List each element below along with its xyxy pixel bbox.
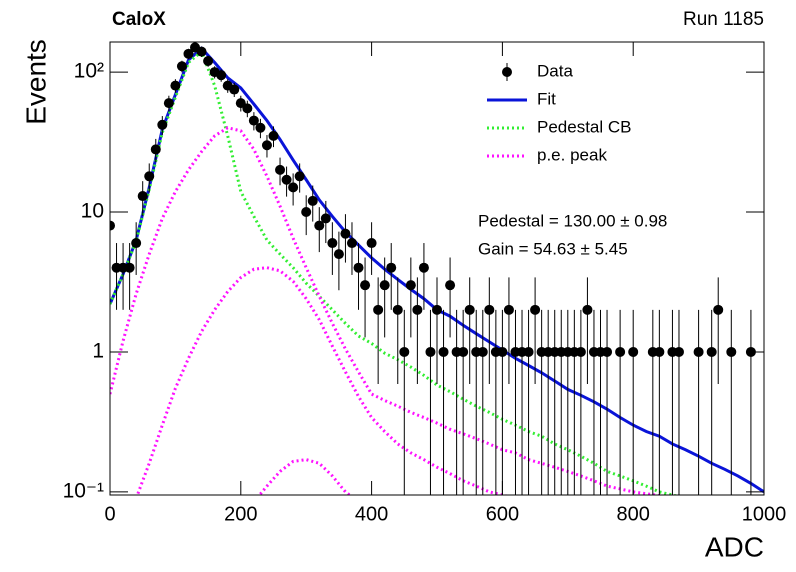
data-point <box>575 346 586 357</box>
data-point <box>503 304 514 315</box>
data-point <box>157 119 168 130</box>
data-point <box>131 238 142 249</box>
data-point <box>484 304 495 315</box>
data-point <box>346 238 357 249</box>
data-point <box>628 346 639 357</box>
data-point <box>713 304 724 315</box>
x-tick-label: 400 <box>355 503 388 525</box>
data-point <box>340 228 351 239</box>
frame <box>109 41 765 496</box>
data-point <box>203 55 214 66</box>
data-point <box>399 346 410 357</box>
data-point <box>170 80 181 91</box>
data-point <box>124 262 135 273</box>
data-point <box>693 346 704 357</box>
data-point <box>150 144 161 155</box>
data-point <box>176 61 187 72</box>
data-point <box>392 304 403 315</box>
data-point <box>706 346 717 357</box>
data-point <box>438 346 449 357</box>
fit-curve <box>110 49 679 495</box>
peak-curve <box>257 458 353 495</box>
data-point <box>268 130 279 141</box>
y-tick-label: 10 <box>81 200 104 223</box>
data-point <box>314 220 325 231</box>
data-point <box>216 70 227 81</box>
data-point <box>386 262 397 273</box>
data-point <box>418 262 429 273</box>
legend-label: Pedestal CB <box>537 117 632 136</box>
data-point <box>379 280 390 291</box>
data-point <box>248 115 259 126</box>
data-point <box>229 84 240 95</box>
data-point <box>726 346 737 357</box>
data-point <box>261 140 272 151</box>
x-axis-label: ADC <box>705 531 764 562</box>
data-point <box>602 346 613 357</box>
data-point <box>464 304 475 315</box>
data-point <box>360 280 371 291</box>
data-point <box>497 346 508 357</box>
y-axis-label: Events <box>20 39 51 125</box>
data-point <box>242 103 253 114</box>
data-point <box>523 346 534 357</box>
detector-label: CaloX <box>112 9 166 30</box>
data-point <box>673 346 684 357</box>
x-tick-label: 1000 <box>742 503 787 525</box>
x-tick-label: 600 <box>486 503 519 525</box>
legend-label: p.e. peak <box>537 145 607 164</box>
data-point <box>477 346 488 357</box>
data-point <box>530 304 541 315</box>
data-point <box>301 207 312 218</box>
data-point <box>425 346 436 357</box>
data-point <box>654 346 665 357</box>
data-point <box>333 249 344 260</box>
x-tick-label: 200 <box>224 503 257 525</box>
data-point <box>615 346 626 357</box>
data-point <box>275 164 286 175</box>
legend-marker <box>502 67 512 77</box>
data-point <box>294 171 305 182</box>
data-point <box>458 346 469 357</box>
data-point <box>183 48 194 59</box>
data-point <box>144 171 155 182</box>
data-point <box>405 280 416 291</box>
data-point <box>445 280 456 291</box>
data-point <box>110 220 115 231</box>
peak-curve <box>110 126 664 495</box>
plot-area <box>110 42 764 495</box>
data-point <box>288 182 299 193</box>
run-label: Run 1185 <box>683 9 764 30</box>
annotation: Gain = 54.63 ± 5.45 <box>478 239 628 258</box>
y-tick-label: 10⁻¹ <box>63 479 104 502</box>
x-tick-label: 0 <box>104 503 115 525</box>
data-point <box>327 238 338 249</box>
data-point <box>255 122 266 133</box>
y-tick-label: 1 <box>92 339 104 362</box>
data-point <box>281 174 292 185</box>
annotation: Pedestal = 130.00 ± 0.98 <box>478 211 667 230</box>
data-point <box>432 304 442 315</box>
data-point <box>412 304 423 315</box>
data-point <box>320 213 331 224</box>
data-point <box>307 195 318 206</box>
data-point <box>137 191 148 202</box>
legend-label: Data <box>537 61 573 80</box>
data-point <box>373 304 384 315</box>
data-point <box>353 262 364 273</box>
data-point <box>366 238 377 249</box>
y-tick-label: 10² <box>74 60 104 83</box>
data-point <box>163 98 174 109</box>
legend-label: Fit <box>537 89 556 108</box>
data-point <box>582 304 593 315</box>
x-tick-label: 800 <box>617 503 650 525</box>
data-point <box>196 46 207 57</box>
